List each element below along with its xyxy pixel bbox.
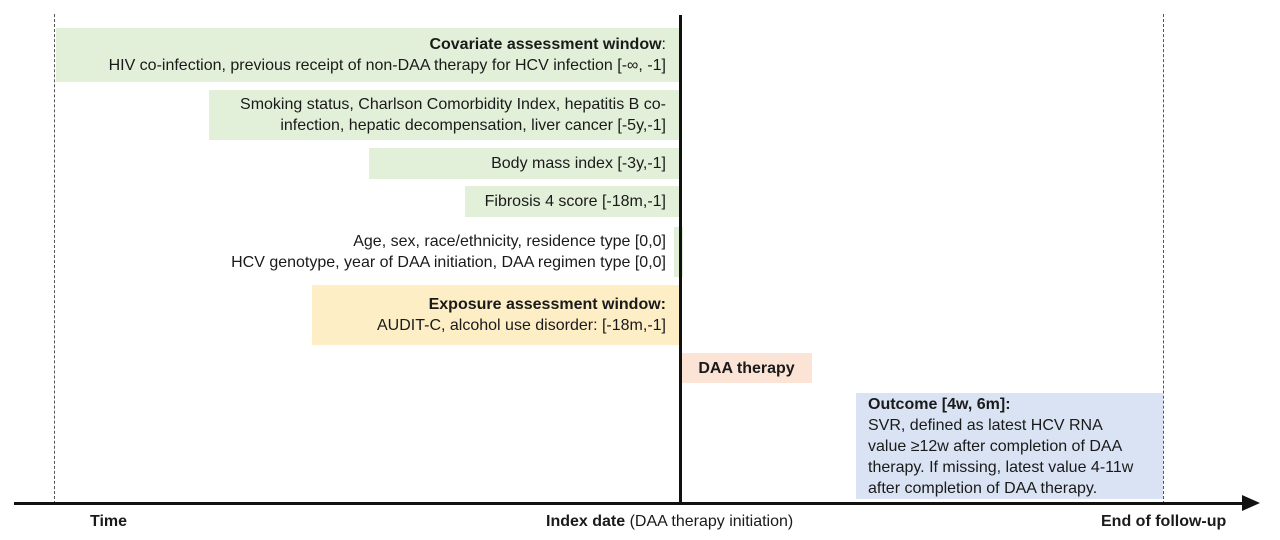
outcome-line4: after completion of DAA therapy. bbox=[868, 479, 1098, 497]
time-label: Time bbox=[90, 513, 128, 530]
covariate-window-colon: : bbox=[661, 36, 666, 53]
outcome-line2: value ≥12w after completion of DAA bbox=[868, 437, 1123, 455]
covariate-window-title-row: Covariate assessment window: bbox=[56, 34, 666, 55]
outcome-line3: therapy. If missing, latest value 4-11w bbox=[868, 458, 1134, 476]
index-date-line bbox=[679, 15, 682, 504]
demographics-line2: HCV genotype, year of DAA initiation, DA… bbox=[231, 254, 666, 271]
bmi-line: Body mass index [-3y,-1] bbox=[491, 155, 666, 172]
covariate-window-title: Covariate assessment window bbox=[429, 36, 662, 53]
fibrosis-line: Fibrosis 4 score [-18m,-1] bbox=[484, 193, 666, 210]
fibrosis-box: Fibrosis 4 score [-18m,-1] bbox=[465, 186, 680, 217]
index-date-label: Index date (DAA therapy initiation) bbox=[546, 513, 793, 531]
exposure-window-line: AUDIT-C, alcohol use disorder: [-18m,-1] bbox=[377, 317, 666, 334]
daa-therapy-box: DAA therapy bbox=[681, 353, 812, 383]
daa-therapy-label: DAA therapy bbox=[698, 359, 795, 377]
covariate-window-line: HIV co-infection, previous receipt of no… bbox=[108, 57, 666, 74]
end-followup-dashed-line bbox=[1163, 14, 1164, 504]
outcome-title: Outcome [4w, 6m]: bbox=[868, 395, 1011, 413]
covariate-window-box: Covariate assessment window: HIV co-infe… bbox=[56, 28, 680, 82]
demographics-line1: Age, sex, race/ethnicity, residence type… bbox=[353, 233, 666, 250]
exposure-window-box: Exposure assessment window: AUDIT-C, alc… bbox=[312, 285, 680, 345]
end-of-followup-label: End of follow-up bbox=[1101, 513, 1227, 530]
index-date-label-rest: (DAA therapy initiation) bbox=[625, 513, 794, 530]
outcome-line1: SVR, defined as latest HCV RNA bbox=[868, 416, 1103, 434]
exposure-window-title: Exposure assessment window: bbox=[428, 296, 666, 313]
bmi-box: Body mass index [-3y,-1] bbox=[369, 148, 680, 179]
index-date-label-bold: Index date bbox=[546, 513, 626, 530]
timeline-arrowhead-icon bbox=[1242, 495, 1260, 511]
demographics-text: Age, sex, race/ethnicity, residence type… bbox=[150, 227, 680, 277]
demographics-box-sliver bbox=[674, 227, 683, 277]
outcome-box: Outcome [4w, 6m]: SVR, defined as latest… bbox=[856, 393, 1163, 499]
smoking-covariates-line1: Smoking status, Charlson Comorbidity Ind… bbox=[240, 96, 666, 113]
smoking-covariates-box: Smoking status, Charlson Comorbidity Ind… bbox=[209, 90, 680, 140]
smoking-covariates-line2: infection, hepatic decompensation, liver… bbox=[280, 117, 666, 134]
timeline-axis bbox=[14, 502, 1246, 505]
start-dashed-line bbox=[54, 14, 55, 504]
